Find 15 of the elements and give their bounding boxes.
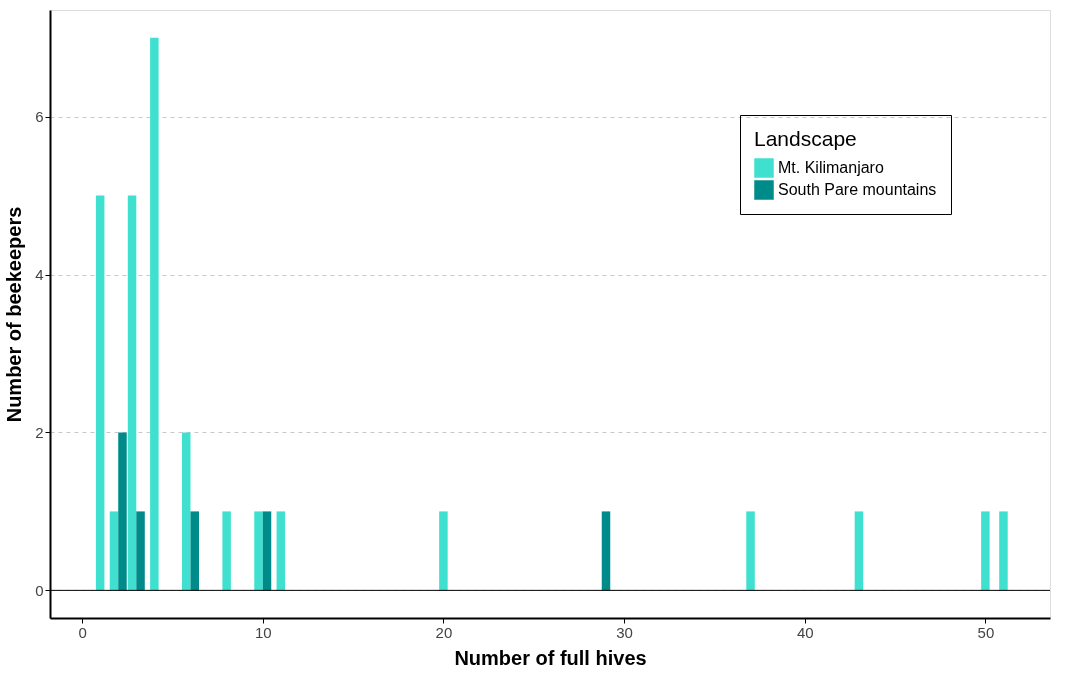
legend-label: Mt. Kilimanjaro	[778, 159, 884, 176]
legend-label: South Pare mountains	[778, 181, 937, 198]
x-tick-label: 10	[254, 623, 272, 641]
x-tick-label: 30	[616, 623, 633, 641]
x-tick-label: 0	[78, 623, 87, 641]
x-tick-label: 20	[435, 623, 453, 641]
x-tick-label: 40	[796, 623, 814, 641]
x-tick-label: 50	[977, 623, 995, 641]
y-tick-label: 2	[35, 423, 44, 441]
y-axis-title: Number of beekeepers	[3, 206, 26, 423]
y-tick-label: 0	[35, 581, 44, 599]
legend-title: Landscape	[754, 127, 857, 150]
y-tick-label: 6	[35, 108, 44, 126]
x-axis-title: Number of full hives	[454, 646, 647, 669]
y-tick-label: 4	[35, 266, 44, 284]
